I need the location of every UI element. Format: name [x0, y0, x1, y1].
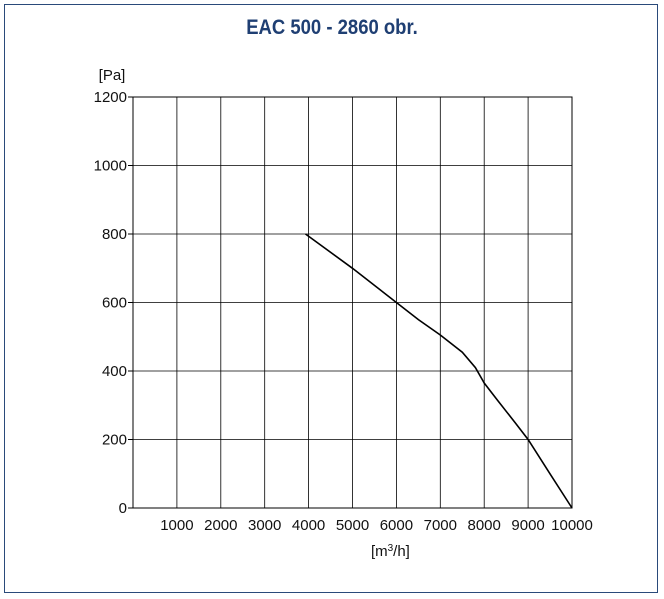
series-line	[305, 233, 573, 509]
x-tick-label: 3000	[248, 517, 281, 534]
x-axis-label-tail: /h]	[393, 543, 410, 560]
y-tick-label: 400	[102, 363, 127, 380]
x-axis-label-main: [m	[371, 543, 388, 560]
chart-frame	[4, 4, 658, 593]
y-tick-label: 0	[119, 500, 127, 517]
y-tick-label: 200	[102, 432, 127, 449]
grid-lines	[133, 96, 573, 509]
x-tick-label: 1000	[160, 517, 193, 534]
y-axis-ticks: 0 200 400 600 800 1000 1200	[94, 89, 133, 517]
x-axis-label-superscript: 3	[388, 543, 394, 554]
y-tick-label: 600	[102, 295, 127, 312]
x-tick-label: 8000	[468, 517, 501, 534]
x-tick-label: 9000	[511, 517, 544, 534]
x-tick-label: 10000	[551, 517, 593, 534]
x-axis-ticks: 1000 2000 3000 4000 5000 6000 7000 8000 9000 1000…	[160, 517, 593, 534]
x-tick-label: 5000	[336, 517, 369, 534]
chart-title: EAC 500 - 2860 obr.	[246, 16, 418, 39]
y-tick-label: 1000	[94, 158, 127, 175]
x-tick-label: 7000	[424, 517, 457, 534]
x-tick-label: 2000	[204, 517, 237, 534]
y-axis-label: [Pa]	[99, 67, 126, 84]
x-tick-label: 4000	[292, 517, 325, 534]
x-tick-label: 6000	[380, 517, 413, 534]
y-tick-label: 1200	[94, 89, 127, 106]
y-tick-label: 800	[102, 226, 127, 243]
x-axis-label: [m3/h]	[371, 543, 410, 561]
